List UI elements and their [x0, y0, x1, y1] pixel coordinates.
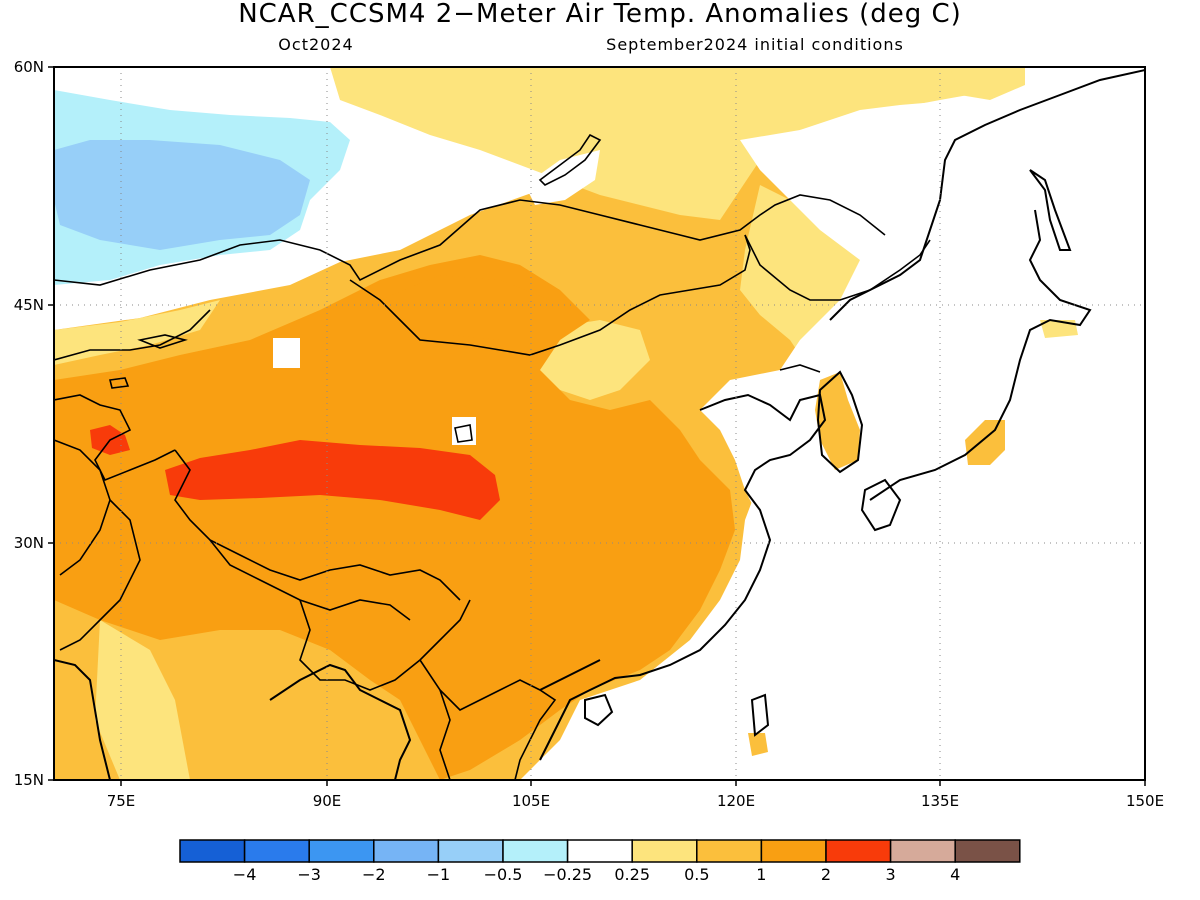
colorbar-swatch	[696, 839, 763, 863]
coastline-hainan	[584, 693, 614, 727]
colorbar-tick-label: −4	[233, 865, 257, 884]
border-himalaya-south	[209, 539, 411, 621]
target-month-label: Oct2024	[278, 35, 353, 54]
lon-label-150e: 150E	[1126, 792, 1164, 810]
coastline-kyushu	[860, 478, 902, 532]
border-kazakh-central	[54, 309, 211, 361]
map-title: NCAR_CCSM4 2−Meter Air Temp. Anomalies (…	[238, 0, 962, 29]
longitude-labels: 75E 90E 105E 120E 135E 150E	[107, 792, 1164, 810]
colorbar-swatch	[889, 839, 956, 863]
border-russia-kazakhstan-mongolia	[54, 194, 886, 286]
anomaly-neutral-box	[273, 338, 300, 368]
anomaly-sakhalin	[950, 67, 1025, 100]
border-india-pakistan	[59, 499, 141, 651]
border-mongolia-china	[349, 234, 751, 356]
anomaly-neg-0.5-1	[54, 140, 310, 250]
colorbar-swatch	[502, 839, 569, 863]
colorbar: −4 −3 −2 −1 −0.5 −0.25 0.25 0.5 1 2 3 4	[179, 839, 1021, 884]
lat-label-60n: 60N	[14, 58, 44, 76]
coastline-japan	[869, 209, 1092, 501]
colorbar-tick-label: 3	[886, 865, 896, 884]
anomaly-0.25-0.5-india	[95, 620, 190, 780]
lake-balkhash	[137, 334, 188, 349]
lake-baikal	[538, 133, 602, 186]
anomaly-taiwan	[748, 733, 768, 756]
coastline-gulf-of-tonkin	[539, 659, 601, 691]
lon-label-75e: 75E	[107, 792, 136, 810]
anomaly-korea	[815, 372, 860, 470]
lon-label-135e: 135E	[921, 792, 959, 810]
anomaly-0.25-0.5-west	[54, 300, 220, 365]
colorbar-swatch	[954, 839, 1021, 863]
anomaly-1-2-north	[380, 275, 550, 340]
border-southeast-asia	[419, 659, 557, 780]
border-china-russia-manchuria	[744, 234, 931, 301]
colorbar-tick-label: −3	[297, 865, 321, 884]
lon-label-120e: 120E	[717, 792, 755, 810]
colorbar-tick-label: −2	[362, 865, 386, 884]
init-conditions-label: September2024 initial conditions	[606, 35, 904, 54]
colorbar-tick-label: 2	[821, 865, 831, 884]
colorbar-tick-label: 4	[950, 865, 960, 884]
border-india-myanmar	[299, 599, 471, 691]
colorbar-tick-label: −0.25	[543, 865, 592, 884]
colorbar-tick-label: 1	[756, 865, 766, 884]
colorbar-tick-label: −1	[427, 865, 451, 884]
coastline-korea	[816, 370, 864, 474]
border-china-west	[174, 449, 461, 601]
colorbar-swatch	[179, 839, 246, 863]
coastline-taiwan	[750, 693, 770, 737]
border-china-korea	[779, 364, 821, 373]
lon-label-90e: 90E	[313, 792, 342, 810]
colorbar-swatch	[825, 839, 892, 863]
lon-label-105e: 105E	[512, 792, 550, 810]
border-central-asia	[54, 394, 176, 482]
lat-label-30n: 30N	[14, 534, 44, 552]
country-borders	[54, 194, 931, 780]
colorbar-swatch	[373, 839, 440, 863]
coastline-bay-of-bengal	[269, 663, 412, 780]
colorbar-tick-label: 0.25	[614, 865, 650, 884]
map-area	[54, 67, 1145, 780]
anomaly-0.25-0.5-north	[330, 67, 1025, 220]
anomaly-1-2	[54, 255, 735, 780]
coastline-india-west	[54, 659, 111, 780]
inland-water	[109, 133, 602, 443]
colorbar-swatch	[760, 839, 827, 863]
axis-ticks	[48, 66, 1146, 786]
colorbar-tick-label: −0.5	[484, 865, 523, 884]
colorbar-swatch	[243, 839, 310, 863]
anomaly-neutral-east	[700, 67, 1145, 780]
anomaly-hokkaido	[1040, 320, 1078, 338]
lat-label-45n: 45N	[14, 296, 44, 314]
border-thailand-laos	[439, 689, 451, 780]
lat-label-15n: 15N	[14, 771, 44, 789]
colorbar-swatch	[631, 839, 698, 863]
lake-issyk-kul	[109, 377, 130, 389]
colorbar-swatch	[437, 839, 504, 863]
colorbar-tick-label: 0.5	[684, 865, 709, 884]
coastline-china-east	[539, 393, 827, 761]
anomaly-2-3-tibet	[165, 440, 500, 520]
lake-qinghai	[454, 424, 473, 443]
anomaly-0.25-0.5-china	[535, 320, 650, 400]
latitude-labels: 60N 45N 30N 15N	[14, 58, 44, 789]
colorbar-swatch	[308, 839, 375, 863]
colorbar-swatch	[566, 839, 633, 863]
gridlines	[54, 67, 1145, 780]
map-frame	[53, 66, 1146, 781]
coastline-sakhalin	[1029, 169, 1072, 251]
